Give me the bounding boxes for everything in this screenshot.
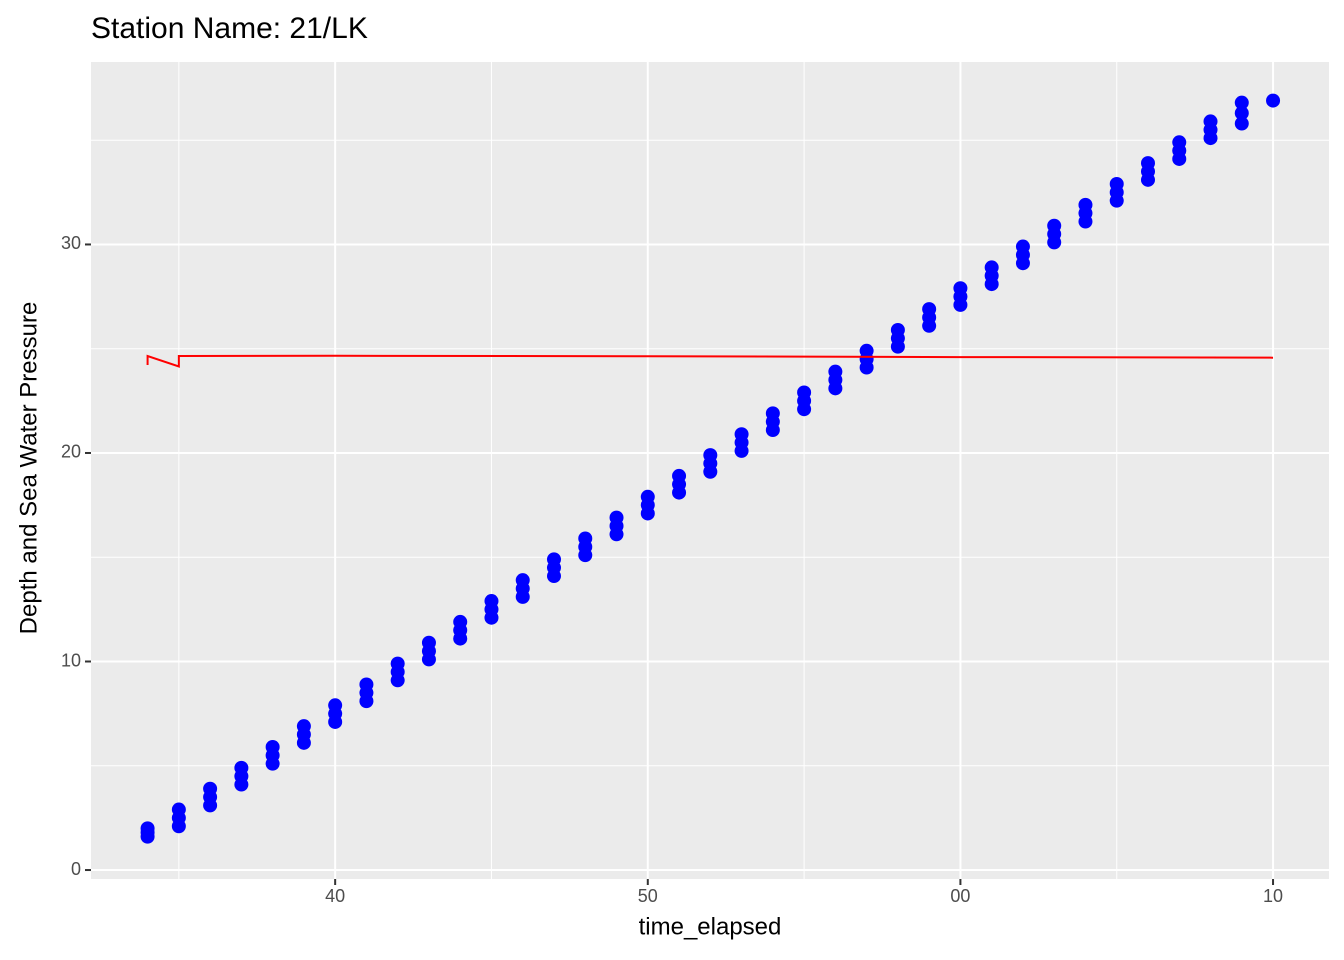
line [146,354,1274,368]
y-axis-title: Depth and Sea Water Pressure [15,302,42,635]
point [734,427,749,442]
point [797,385,812,400]
point [328,698,343,713]
point [765,406,780,421]
point [1234,95,1249,110]
x-tick-label: 40 [325,886,345,906]
x-tick-label: 50 [638,886,658,906]
point [1140,156,1155,171]
point [140,821,155,836]
x-axis-title: time_elapsed [639,913,782,940]
point [828,364,843,379]
chart-title: Station Name: 21/LK [91,12,368,45]
point [390,656,405,671]
point [578,531,593,546]
point [984,260,999,275]
point [1047,218,1062,233]
point [359,677,374,692]
y-tick-label: 20 [61,442,81,462]
point [484,594,499,609]
point [859,343,874,358]
point [546,552,561,567]
point [515,573,530,588]
point [421,635,436,650]
point [171,802,186,817]
point [1266,93,1281,108]
point [1203,114,1218,129]
point [640,489,655,504]
point [453,614,468,629]
point [203,781,218,796]
x-tick-label: 10 [1263,886,1283,906]
point [1234,106,1249,121]
point [609,510,624,525]
point [296,719,311,734]
point [1109,176,1124,191]
point [265,740,280,755]
point [1172,135,1187,150]
point [234,760,249,775]
point [1234,116,1249,131]
point [953,281,968,296]
x-tick-label: 00 [950,886,970,906]
point [922,302,937,317]
y-tick-label: 30 [61,233,81,253]
point [1015,239,1030,254]
point [1078,197,1093,212]
point [672,468,687,483]
y-tick-label: 0 [71,859,81,879]
point [890,322,905,337]
point [703,448,718,463]
y-tick-label: 10 [61,650,81,670]
